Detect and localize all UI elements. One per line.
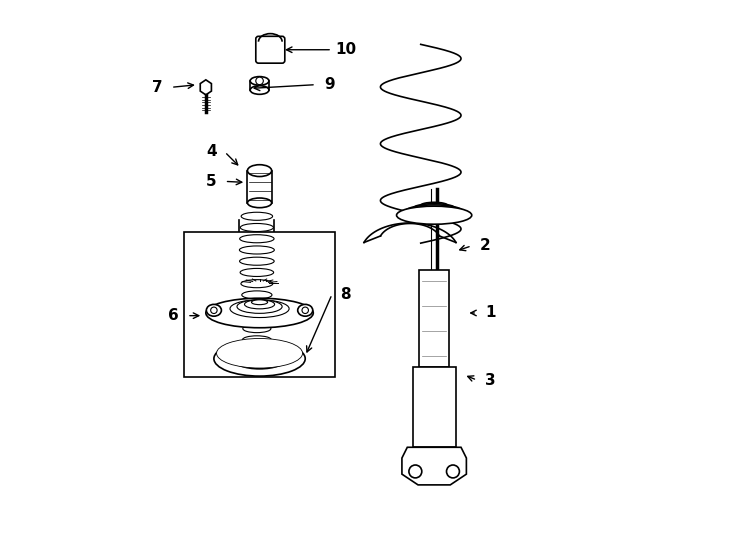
Circle shape — [255, 77, 264, 85]
Ellipse shape — [230, 300, 289, 318]
Bar — [413, 367, 456, 447]
Ellipse shape — [243, 313, 271, 321]
Circle shape — [302, 307, 308, 314]
Text: 5: 5 — [206, 174, 217, 189]
Ellipse shape — [298, 305, 313, 316]
Ellipse shape — [214, 341, 305, 376]
Ellipse shape — [252, 300, 268, 305]
Ellipse shape — [217, 339, 302, 368]
Ellipse shape — [240, 224, 274, 232]
Polygon shape — [200, 80, 211, 95]
Ellipse shape — [239, 246, 275, 254]
Ellipse shape — [413, 204, 456, 214]
Ellipse shape — [421, 202, 448, 209]
Ellipse shape — [404, 205, 464, 219]
Polygon shape — [402, 447, 466, 485]
Text: 7: 7 — [152, 80, 163, 95]
Circle shape — [446, 465, 459, 478]
Text: 2: 2 — [480, 238, 490, 253]
Circle shape — [409, 465, 422, 478]
Ellipse shape — [243, 325, 271, 333]
Text: 1: 1 — [485, 306, 495, 320]
FancyBboxPatch shape — [255, 36, 285, 63]
Ellipse shape — [237, 300, 282, 313]
Ellipse shape — [242, 336, 272, 344]
Ellipse shape — [239, 257, 275, 265]
Circle shape — [211, 307, 217, 314]
Ellipse shape — [241, 291, 272, 299]
Text: 9: 9 — [324, 77, 335, 92]
Ellipse shape — [250, 77, 269, 85]
Ellipse shape — [247, 198, 272, 208]
Text: 6: 6 — [168, 308, 179, 323]
Text: 8: 8 — [340, 287, 351, 302]
Ellipse shape — [240, 268, 274, 276]
Text: 10: 10 — [335, 42, 356, 57]
Ellipse shape — [233, 348, 286, 369]
Ellipse shape — [242, 302, 272, 310]
Ellipse shape — [244, 300, 275, 309]
Text: 3: 3 — [485, 373, 496, 388]
Ellipse shape — [241, 280, 273, 288]
Ellipse shape — [240, 235, 274, 243]
Ellipse shape — [206, 305, 222, 316]
Ellipse shape — [206, 298, 313, 328]
Ellipse shape — [247, 165, 272, 177]
Text: 4: 4 — [206, 144, 217, 159]
Ellipse shape — [250, 86, 269, 94]
Bar — [419, 270, 449, 367]
Ellipse shape — [241, 212, 272, 220]
Ellipse shape — [396, 206, 472, 224]
Bar — [184, 232, 335, 377]
